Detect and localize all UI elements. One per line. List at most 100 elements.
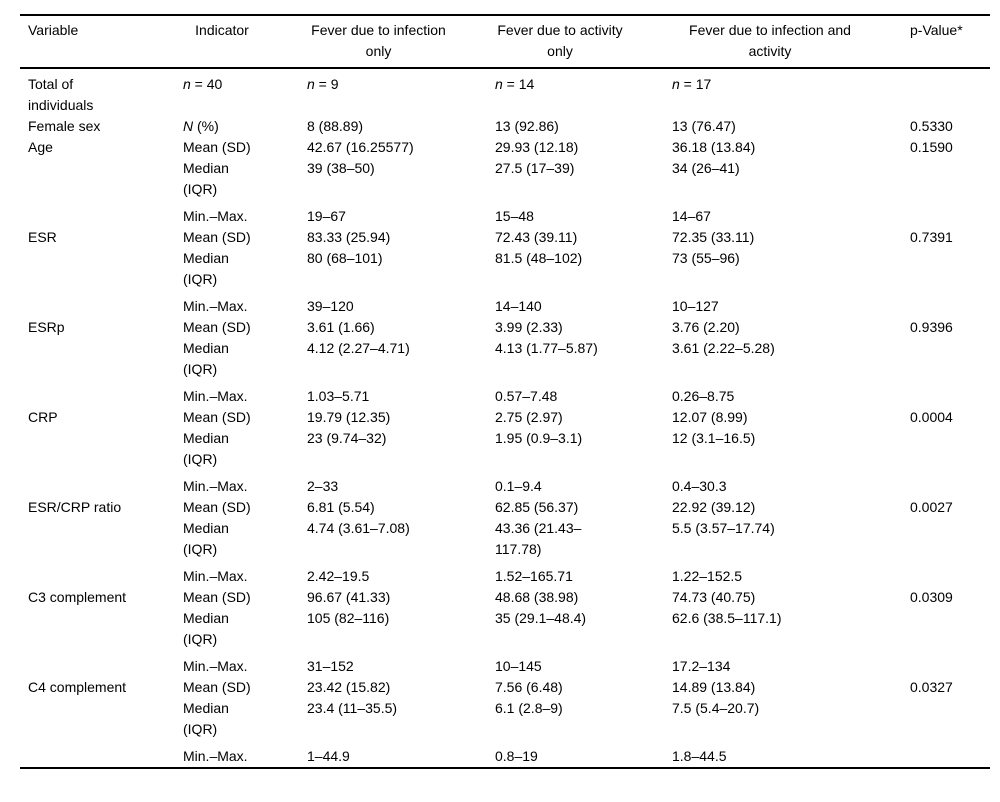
column-header-fever-due-to-infection-and-activity: Fever due to infection and activity [672,15,900,69]
activity-only-cell: 6.1 (2.8–9) [495,700,563,716]
activity-only-cell: 0.57–7.48 [495,388,558,404]
table-row: Median (IQR) 105 (82–116) 35 (29.1–48.4) 62… [20,608,990,656]
infection-only-cell: 39 (38–50) [307,160,375,176]
table-row: CRP Mean (SD) 19.79 (12.35) 2.75 (2.97) 12.0… [20,407,990,428]
indicator-cell: Min.–Max. [183,658,248,674]
variable-cell [20,296,183,317]
infection-only-cell: 39–120 [307,298,354,314]
activity-only-cell: 15–48 [495,208,534,224]
variable-cell [20,608,183,656]
infection-only-cell: 42.67 (16.25577) [307,139,414,155]
pvalue-cell [900,386,990,407]
infection-and-activity-cell: 14.89 (13.84) [672,679,756,695]
variable-cell: Female sex [28,118,101,134]
infection-only-cell: 80 (68–101) [307,250,383,266]
indicator-cell: Mean (SD) [183,589,251,605]
table-row: Min.–Max. 2.42–19.5 1.52–165.71 1.22–152.5 [20,566,990,587]
table-row: Age Mean (SD) 42.67 (16.25577) 29.93 (12.18… [20,137,990,158]
infection-only-cell: 2–33 [307,478,339,494]
variable-cell: C4 complement [28,679,127,695]
activity-only-cell: 14–140 [495,298,542,314]
infection-only-cell: 105 (82–116) [307,610,390,626]
italic-symbol: n [672,76,680,92]
table-body: Total of individuals n = 40 n = 9 n = 14 n =… [20,68,990,768]
table-row: Min.–Max. 1–44.9 0.8–19 1.8–44.5 [20,746,990,768]
infection-and-activity-cell: 10–127 [672,298,719,314]
indicator-cell: Mean (SD) [183,319,251,335]
table-row: ESRp Mean (SD) 3.61 (1.66) 3.99 (2.33) 3.76 … [20,317,990,338]
pvalue-cell [900,746,990,768]
activity-only-cell: 35 (29.1–48.4) [495,610,587,626]
infection-and-activity-cell: 5.5 (3.57–17.74) [672,520,775,536]
indicator-cell: Min.–Max. [183,208,248,224]
indicator-cell: N (%) [183,118,219,134]
variable-cell: Age [28,139,53,155]
variable-cell [20,518,183,566]
activity-only-cell: 27.5 (17–39) [495,160,575,176]
activity-only-cell: 3.99 (2.33) [495,319,563,335]
infection-only-cell: 23 (9.74–32) [307,430,387,446]
column-header-fever-due-to-activity-only: Fever due to activity only [495,15,672,69]
table-row: Total of individuals n = 40 n = 9 n = 14 n =… [20,68,990,116]
pvalue-cell: 0.0309 [910,589,953,605]
variable-cell: Total of individuals [28,76,94,113]
indicator-cell: Median (IQR) [183,520,229,557]
infection-only-cell: 8 (88.89) [307,118,364,134]
infection-and-activity-cell: 17.2–134 [672,658,731,674]
paper-table-page: Variable Indicator Fever due to infection … [0,14,1000,802]
activity-only-cell: 48.68 (38.98) [495,589,579,605]
indicator-cell: Mean (SD) [183,139,251,155]
variable-cell: ESRp [28,319,65,335]
infection-only-cell: n = 9 [307,76,339,92]
variable-cell: ESR [28,229,57,245]
variable-cell [20,248,183,296]
indicator-cell: Min.–Max. [183,748,248,764]
indicator-cell: Mean (SD) [183,499,251,515]
infection-and-activity-cell: 0.26–8.75 [672,388,735,404]
infection-only-cell: 96.67 (41.33) [307,589,391,605]
activity-only-cell: 43.36 (21.43–117.78) [495,520,582,557]
infection-and-activity-cell: n = 17 [672,76,712,92]
indicator-cell: Median (IQR) [183,430,229,467]
pvalue-cell: 0.9396 [910,319,953,335]
pvalue-cell: 0.7391 [910,229,953,245]
infection-and-activity-cell: 12.07 (8.99) [672,409,748,425]
pvalue-cell [900,698,990,746]
table-row: ESR Mean (SD) 83.33 (25.94) 72.43 (39.11) 72… [20,227,990,248]
indicator-cell: Min.–Max. [183,298,248,314]
infection-only-cell: 23.4 (11–35.5) [307,700,398,716]
indicator-cell: Median (IQR) [183,700,229,737]
indicator-cell: n = 40 [183,76,223,92]
activity-only-cell: 81.5 (48–102) [495,250,583,266]
header-row: Variable Indicator Fever due to infection … [20,15,990,69]
infection-and-activity-cell: 22.92 (39.12) [672,499,756,515]
variable-cell [20,566,183,587]
pvalue-cell [900,338,990,386]
pvalue-cell [900,566,990,587]
indicator-cell: Mean (SD) [183,679,251,695]
table-row: Female sex N (%) 8 (88.89) 13 (92.86) 13 (76… [20,116,990,137]
variable-cell [20,386,183,407]
infection-and-activity-cell: 73 (55–96) [672,250,740,266]
infection-only-cell: 6.81 (5.54) [307,499,375,515]
infection-only-cell: 4.12 (2.27–4.71) [307,340,410,356]
table-header: Variable Indicator Fever due to infection … [20,15,990,69]
pvalue-cell [900,158,990,206]
activity-only-cell: 29.93 (12.18) [495,139,579,155]
pvalue-cell [900,68,990,116]
table-row: ESR/CRP ratio Mean (SD) 6.81 (5.54) 62.85 (… [20,497,990,518]
activity-only-cell: 0.1–9.4 [495,478,542,494]
infection-and-activity-cell: 74.73 (40.75) [672,589,756,605]
activity-only-cell: 13 (92.86) [495,118,559,134]
variable-cell [20,698,183,746]
indicator-cell: Median (IQR) [183,340,229,377]
table-row: C4 complement Mean (SD) 23.42 (15.82) 7.56 … [20,677,990,698]
variable-cell: ESR/CRP ratio [28,499,122,515]
pvalue-cell [900,206,990,227]
infection-only-cell: 31–152 [307,658,354,674]
infection-only-cell: 19.79 (12.35) [307,409,391,425]
pvalue-cell [900,518,990,566]
infection-only-cell: 19–67 [307,208,346,224]
italic-symbol: N [183,118,194,134]
variable-cell [20,476,183,497]
